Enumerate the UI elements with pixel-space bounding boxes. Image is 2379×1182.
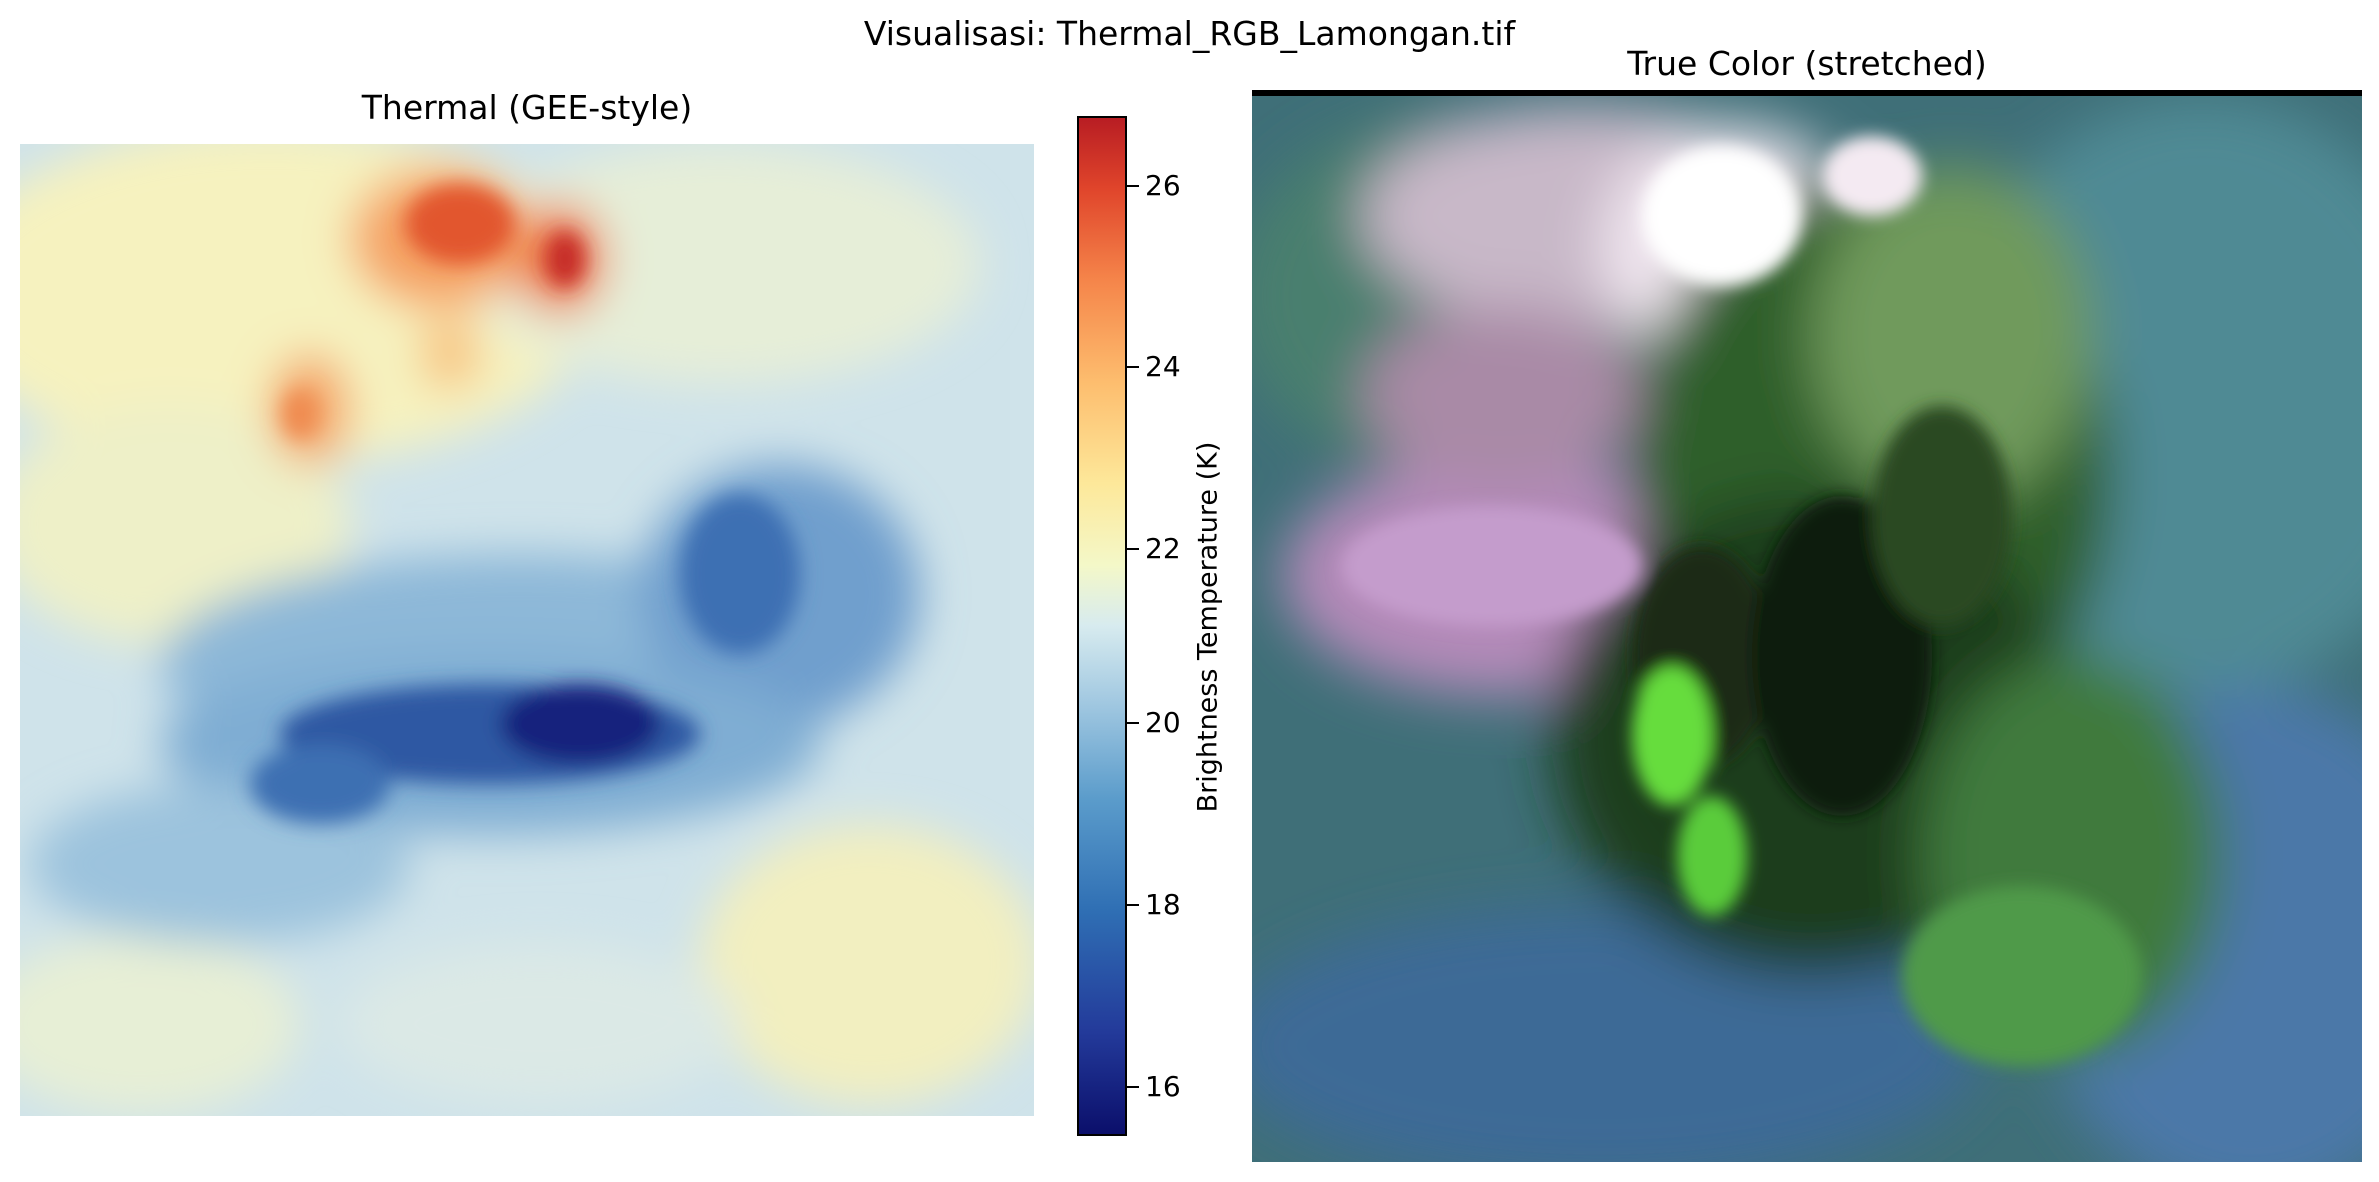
colorbar-tick <box>1127 722 1139 724</box>
colorbar-tick-label: 16 <box>1145 1070 1181 1103</box>
colorbar-tick <box>1127 185 1139 187</box>
colorbar-tick-label: 22 <box>1145 532 1181 565</box>
colorbar-tick <box>1127 366 1139 368</box>
colorbar-tick-label: 20 <box>1145 706 1181 739</box>
thermal-heatmap-graphic <box>20 144 1034 1116</box>
figure-suptitle: Visualisasi: Thermal_RGB_Lamongan.tif <box>863 14 1516 53</box>
colorbar-tick <box>1127 1086 1139 1088</box>
colorbar <box>1077 116 1127 1136</box>
truecolor-satellite-graphic <box>1252 96 2362 1162</box>
colorbar-tick-label: 18 <box>1145 888 1181 921</box>
colorbar-tick-label: 24 <box>1145 350 1181 383</box>
colorbar-label: Brightness Temperature (K) <box>1192 441 1224 813</box>
truecolor-panel-title: True Color (stretched) <box>1627 44 1987 83</box>
colorbar-tick <box>1127 548 1139 550</box>
truecolor-image <box>1252 90 2362 1162</box>
thermal-panel-title: Thermal (GEE-style) <box>361 88 693 127</box>
colorbar-tick-label: 26 <box>1145 169 1181 202</box>
thermal-image <box>20 144 1034 1116</box>
colorbar-tick <box>1127 904 1139 906</box>
